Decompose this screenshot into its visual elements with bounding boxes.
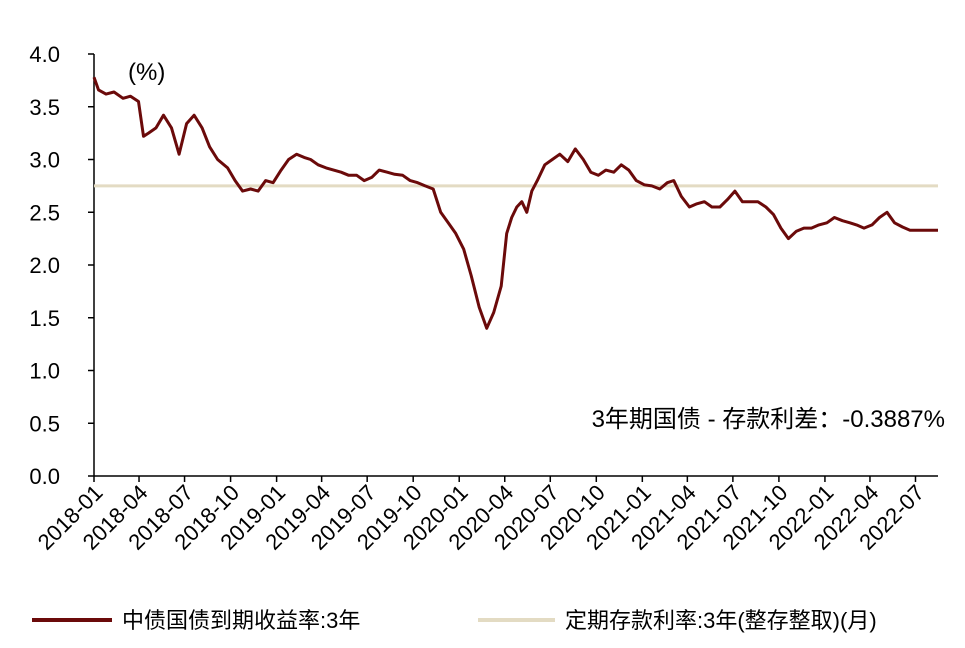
axes (88, 53, 938, 482)
unit-label: (%) (128, 59, 165, 86)
spread-annotation: 3年期国债 - 存款利差：-0.3887% (592, 406, 945, 433)
y-tick-label: 1.0 (29, 359, 60, 384)
y-tick-label: 4.0 (29, 42, 60, 67)
series-layer (92, 76, 938, 330)
legend-label-yield: 中债国债到期收益率:3年 (122, 608, 360, 633)
y-tick-label: 2.5 (29, 200, 60, 225)
y-tick-label: 2.0 (29, 253, 60, 278)
series-line-yield (92, 76, 938, 330)
y-tick-label: 1.5 (29, 306, 60, 331)
y-tick-labels: 0.0 0.5 1.0 1.5 2.0 2.5 3.0 3.5 4.0 (29, 42, 60, 489)
y-tick-label: 0.0 (29, 464, 60, 489)
y-tick-label: 3.5 (29, 95, 60, 120)
legend-label-deposit: 定期存款利率:3年(整存整取)(月) (565, 608, 877, 633)
y-tick-label: 0.5 (29, 411, 60, 436)
x-tick-labels: 2018-012018-042018-072018-102019-012019-… (33, 480, 929, 555)
legend: 中债国债到期收益率:3年 定期存款利率:3年(整存整取)(月) (32, 608, 877, 633)
y-tick-label: 3.0 (29, 148, 60, 173)
